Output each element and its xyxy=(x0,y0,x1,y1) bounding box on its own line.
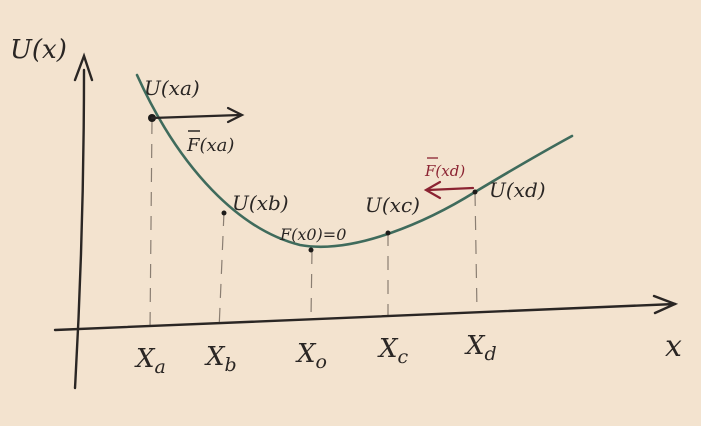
label-u-xa: U(xa) xyxy=(144,76,200,100)
point-xc xyxy=(385,230,391,236)
tick-label-xd: Xd xyxy=(464,331,497,365)
guide-line-xd xyxy=(474,191,478,313)
tick-label-xa: Xa xyxy=(134,344,166,378)
x-axis-arrow xyxy=(652,294,679,315)
x-axis xyxy=(53,302,677,332)
tick-label-xc: Xc xyxy=(377,334,409,368)
tick-label-xb: Xb xyxy=(204,342,237,376)
guide-line-xb xyxy=(218,211,225,331)
x-tick-labels: Xa Xb Xo Xc Xd xyxy=(134,331,497,378)
guide-line-x0 xyxy=(310,249,313,319)
x-axis-label: x xyxy=(665,329,682,364)
y-axis-arrow xyxy=(73,52,94,82)
label-u-xd: U(xd) xyxy=(489,178,546,202)
label-u-xc: U(xc) xyxy=(365,193,420,217)
label-u-xb: U(xb) xyxy=(232,191,289,215)
point-xd xyxy=(472,189,478,195)
potential-curve xyxy=(135,73,574,248)
axes xyxy=(53,52,679,390)
force-arrow-xa xyxy=(150,106,245,124)
point-xb xyxy=(221,210,227,216)
guide-lines xyxy=(149,119,478,331)
tick-label-x0: Xo xyxy=(295,339,327,373)
y-axis-label: U(x) xyxy=(10,35,67,65)
y-axis xyxy=(73,68,86,390)
guide-line-xa xyxy=(149,119,153,331)
label-force-xd: F(xd) xyxy=(424,162,465,180)
label-f-x0: F(x0)=0 xyxy=(279,225,346,244)
label-force-xa: F(xa) xyxy=(186,135,234,156)
force-arrow-xd xyxy=(423,180,475,200)
point-x0 xyxy=(308,247,314,253)
